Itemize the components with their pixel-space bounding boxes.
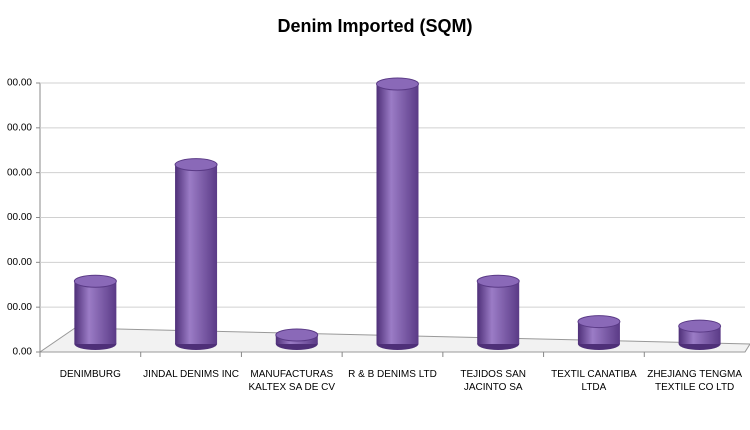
chart-title: Denim Imported (SQM): [277, 16, 472, 36]
bar-top: [275, 328, 319, 342]
bar-top: [476, 274, 520, 288]
bar-top: [678, 319, 722, 333]
bar: [477, 281, 520, 344]
y-tick-label: 00.00: [7, 302, 32, 313]
bar: [175, 164, 218, 344]
y-tick-label: 00.00: [7, 167, 32, 178]
bar: [376, 83, 419, 344]
y-tick-label: 00.00: [7, 212, 32, 223]
x-tick-label: DENIMBURG: [59, 369, 121, 380]
bar-top: [376, 77, 419, 91]
x-tick-label: JINDAL DENIMS INC: [143, 369, 239, 380]
y-tick-label: 00.00: [7, 257, 32, 268]
x-tick-label: ZHEJIANG TENGMA TEXTILE CO LTD: [647, 369, 743, 393]
bar: [74, 281, 117, 344]
bar-top: [577, 315, 621, 329]
x-tick-label: MANUFACTURAS KALTEX SA DE CV: [248, 369, 336, 393]
y-tick-label: 0.00: [13, 347, 33, 358]
bar-top: [73, 274, 117, 288]
x-tick-label: R & B DENIMS LTD: [348, 369, 437, 380]
x-tick-label: TEJIDOS SAN JACINTO SA: [460, 369, 526, 393]
y-tick-label: 00.00: [7, 122, 32, 133]
y-tick-label: 00.00: [7, 78, 32, 89]
bar-top: [174, 158, 218, 172]
x-tick-label: TEXTIL CANATIBA LTDA: [551, 369, 637, 393]
